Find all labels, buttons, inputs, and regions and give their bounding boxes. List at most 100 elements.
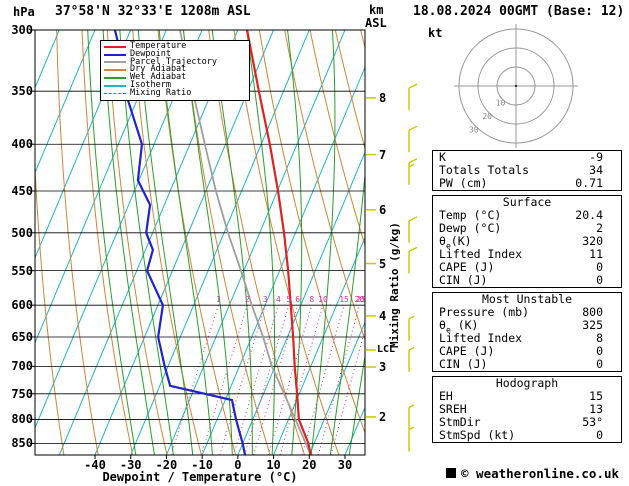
mixing-ratio-value-label: 1 (216, 295, 221, 304)
copyright-text: © weatheronline.co.uk (461, 466, 620, 481)
pressure-tick-label: 500 (11, 225, 33, 240)
hodograph-ring-label: 30 (469, 125, 479, 134)
row-value: 11 (589, 247, 603, 261)
weatheronline-logo (446, 468, 456, 478)
plot-area (35, 30, 365, 455)
indices-panel: K -9 Totals Totals 34 PW (cm) 0.71 Surface Temp… (432, 150, 622, 447)
mixing-ratio-value-label: 5 (286, 295, 291, 304)
row-value: 0 (596, 273, 603, 287)
legend-line-sample (104, 93, 126, 95)
temperature-tick-label: -30 (119, 458, 142, 472)
table-row: Totals Totals 34 (433, 164, 621, 177)
legend-item: Isotherm (104, 79, 246, 90)
altitude-axis-unit-km: km (369, 3, 384, 17)
mixing-ratio-value-label: 15 (339, 295, 349, 304)
table-header: Hodograph (495, 376, 559, 390)
temperature-axis-label: Dewpoint / Temperature (°C) (102, 470, 298, 484)
mixing-ratio-value-label: 2 (245, 295, 250, 304)
pressure-tick-label: 750 (11, 386, 33, 401)
indices-table: K -9 Totals Totals 34 PW (cm) 0.71 (432, 150, 622, 191)
row-value: 800 (582, 305, 603, 319)
table-row: SREH 13 (433, 403, 621, 416)
mixing-ratio-value-label: 20 (355, 295, 365, 304)
mixing-ratio-lines (170, 305, 365, 455)
row-value: 0 (596, 260, 603, 274)
legend-label: Mixing Ratio (130, 87, 192, 98)
table-row: θe(K) 320 (433, 235, 621, 251)
pressure-tick-label: 400 (11, 137, 33, 152)
row-label: SREH (439, 402, 467, 416)
table-header: Most Unstable (481, 292, 572, 306)
indices-table: Most Unstable Pressure (mb) 800 θe (K) 325 Li… (432, 292, 622, 372)
altitude-tick-label: 8 (379, 90, 387, 105)
row-label: EH (439, 389, 453, 403)
legend-item: Mixing Ratio (104, 87, 246, 98)
wind-barbs (408, 83, 418, 452)
table-row: K -9 (433, 151, 621, 164)
row-value: 53° (582, 415, 603, 429)
legend-item: Parcel Trajectory (104, 56, 246, 67)
legend-item: Dry Adiabat (104, 64, 246, 75)
altitude-ticks (366, 97, 376, 418)
table-row: Dewp (°C) 2 (433, 222, 621, 235)
table-header: Surface (502, 195, 552, 209)
legend-label: Dry Adiabat (130, 64, 187, 75)
axis-ticks (30, 29, 346, 459)
lcl-marker-label: LCL (377, 344, 396, 355)
legend-item: Temperature (104, 41, 246, 51)
mixing-ratio-value-label: 6 (295, 295, 300, 304)
legend-label: Temperature (130, 41, 187, 51)
table-row: StmDir 53° (433, 416, 621, 429)
legend-line-sample (104, 69, 126, 72)
temperature-tick-label: -20 (155, 458, 178, 472)
temperature-tick-label: -10 (191, 458, 213, 472)
mixing-ratio-value-label: 25 (356, 295, 366, 304)
legend-line-sample (104, 61, 126, 64)
row-value: 34 (589, 163, 603, 177)
table-row: CAPE (J) 0 (433, 261, 621, 274)
table-row: CIN (J) 0 (433, 358, 621, 371)
row-label: StmSpd (kt) (439, 428, 516, 442)
table-row: Temp (°C) 20.4 (433, 209, 621, 222)
row-value: 0 (596, 344, 603, 358)
indices-table: Hodograph EH 15 SREH 13 StmDir 53° StmSpd (kt) 0 (432, 376, 622, 443)
pressure-tick-label: 800 (11, 412, 33, 427)
pressure-tick-label: 350 (11, 84, 33, 99)
legend-label: Isotherm (130, 79, 171, 90)
row-label: Lifted Index (439, 247, 523, 261)
mixing-ratio-value-label: 4 (276, 295, 281, 304)
hodograph-ring-label: 10 (496, 98, 506, 107)
row-value: 20.4 (575, 208, 603, 222)
legend-line-sample (104, 84, 126, 87)
altitude-tick-label: 4 (379, 308, 387, 323)
row-label: Totals Totals (439, 163, 530, 177)
row-label: StmDir (439, 415, 481, 429)
row-value: 0.71 (575, 176, 603, 190)
altitude-axis-unit-asl: ASL (365, 16, 387, 30)
legend-label: Parcel Trajectory (130, 56, 217, 67)
pressure-tick-label: 300 (11, 23, 33, 37)
table-row: EH 15 (433, 390, 621, 403)
row-value: 8 (596, 331, 603, 345)
row-label: Pressure (mb) (439, 305, 530, 319)
pressure-tick-label: 700 (11, 359, 33, 374)
hodograph-origin (514, 84, 518, 88)
table-row: Pressure (mb) 800 (433, 306, 621, 319)
legend-line-sample (104, 45, 126, 48)
row-label: CAPE (J) (439, 260, 495, 274)
row-value: 0 (596, 428, 603, 442)
mixing-ratio-value-label: 10 (318, 295, 328, 304)
pressure-tick-label: 550 (11, 263, 33, 278)
altitude-tick-label: 2 (379, 409, 387, 424)
pressure-tick-label: 600 (11, 298, 33, 313)
station-title: 37°58'N 32°33'E 1208m ASL (55, 4, 251, 19)
table-row: Lifted Index 8 (433, 332, 621, 345)
hodograph-unit-label: kt (428, 26, 443, 40)
table-row: CAPE (J) 0 (433, 345, 621, 358)
row-value: 2 (596, 221, 603, 235)
altitude-tick-label: 7 (379, 147, 387, 162)
legend-label: Wet Adiabat (130, 72, 187, 83)
row-label: CAPE (J) (439, 344, 495, 358)
